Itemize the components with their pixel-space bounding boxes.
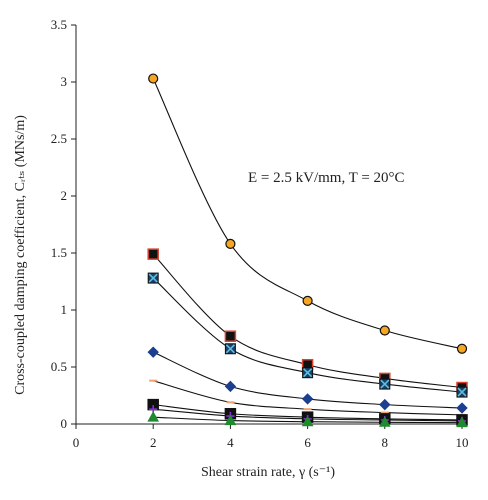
data-point-s8 [301, 415, 314, 427]
y-axis-label: Cross-coupled damping coefficient, Cᵣₜₛ … [13, 115, 28, 395]
data-point-s1 [148, 73, 159, 84]
data-point-s1 [456, 343, 468, 354]
y-tick-label: 1.5 [51, 245, 67, 260]
tick-labels: 0 0.5 1 1.5 2 2.5 3 3.5 0 2 4 6 8 10 [51, 17, 469, 450]
marker-x [148, 273, 158, 283]
series-line-1 [152, 78, 463, 350]
data-point-s4 [147, 346, 159, 358]
axes [75, 25, 462, 425]
x-axis-label: Shear strain rate, γ (s⁻¹) [201, 465, 335, 480]
data-point-s3 [147, 272, 159, 284]
data-point-s3 [224, 343, 236, 355]
data-point-s4 [224, 380, 237, 393]
marker-x [380, 379, 390, 389]
data-point-s3 [379, 378, 391, 390]
y-tick-label: 0.5 [51, 359, 67, 374]
data-point-s4 [379, 398, 391, 411]
data-point-s8 [147, 411, 160, 422]
x-tick-label: 0 [73, 435, 80, 450]
x-tick-label: 10 [456, 435, 469, 450]
data-point-s8 [224, 414, 237, 426]
data-point-s3 [456, 386, 468, 398]
data-point-s8 [456, 416, 468, 428]
x-tick-label: 8 [382, 435, 389, 450]
x-tick-label: 6 [304, 435, 311, 450]
x-tick-label: 2 [150, 435, 157, 450]
data-point-s1 [379, 325, 390, 336]
marker-x [303, 368, 313, 378]
data-point-s1 [302, 295, 313, 306]
y-tick-label: 0 [61, 416, 68, 431]
data-point-s3 [302, 367, 314, 379]
y-tick-label: 2.5 [51, 131, 67, 146]
y-tick-label: 3 [61, 74, 68, 89]
y-tick-label: 2 [61, 188, 68, 203]
marker-x [457, 387, 467, 397]
series-markers [147, 73, 468, 428]
data-point-s4 [301, 393, 314, 405]
y-tick-label: 1 [61, 302, 68, 317]
x-tick-label: 4 [227, 435, 234, 450]
annotation: E = 2.5 kV/mm, T = 20°C [248, 170, 405, 186]
data-point-s8 [378, 416, 391, 427]
data-point-s2 [224, 330, 237, 342]
y-tick-label: 3.5 [51, 17, 67, 32]
marker-x [225, 344, 235, 354]
data-point-s1 [225, 238, 236, 249]
data-point-s2 [147, 248, 159, 260]
data-point-s4 [456, 402, 468, 414]
